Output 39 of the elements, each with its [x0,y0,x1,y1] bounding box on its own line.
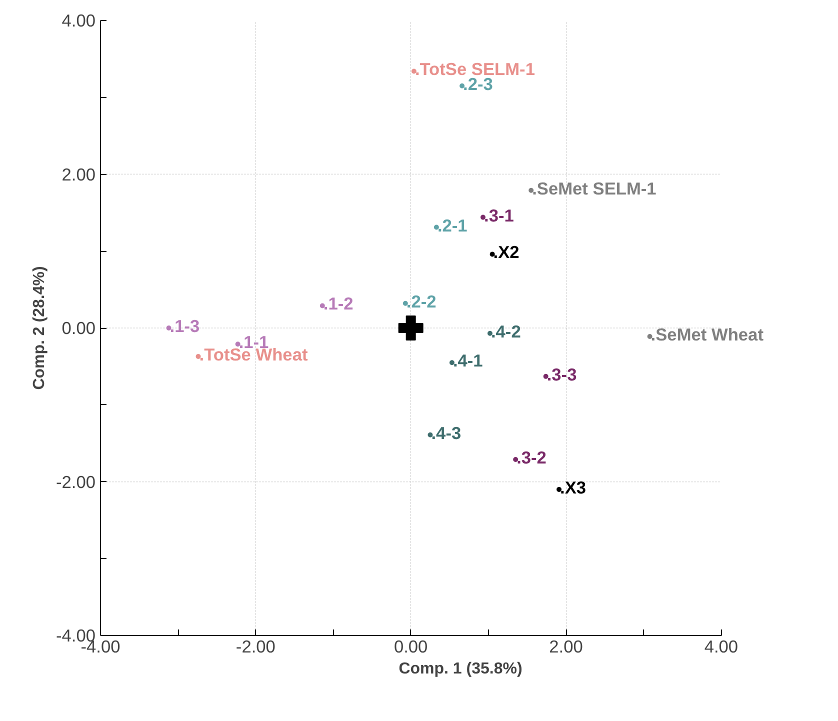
x-tick-label: -2.00 [236,636,276,656]
point [490,252,495,257]
data-label: .3-3 [546,364,578,384]
point [196,354,201,359]
x-tick-label: 4.00 [704,636,738,656]
point [487,330,492,336]
data-label: .1-2 [323,294,354,314]
x-tick-label: 0.00 [394,636,428,656]
x-tick-label: 2.00 [549,636,583,656]
data-label: .X2 [493,242,520,262]
point [480,214,486,220]
y-tick-label: -2.00 [56,472,96,492]
point [449,360,454,366]
y-tick-label: 2.00 [62,164,96,184]
data-label: .3-2 [516,447,546,468]
data-label: .4-2 [490,321,521,342]
point [235,342,240,347]
data-label: .2-2 [406,291,436,312]
y-axis-title: Comp. 2 (28.4%) [31,266,48,390]
data-label: .2-1 [437,215,468,236]
point [402,300,408,306]
data-label: .4-3 [431,422,462,443]
point [411,68,416,74]
y-tick-label: 0.00 [62,318,96,338]
point [398,316,424,340]
data-label: .3-1 [484,205,514,226]
data-label: .4-1 [452,350,484,371]
data-label: .SeMet Wheat [650,324,764,344]
point [543,374,548,379]
data-label: .X3 [560,477,586,498]
point [428,432,433,438]
x-axis-title: Comp. 1 (35.8%) [398,660,522,678]
data-label: .1-3 [170,316,200,336]
point [434,224,439,230]
data-label: .SeMet SELM-1 [532,178,657,198]
point [320,303,325,308]
y-tick-label: 4.00 [62,10,96,30]
point [166,326,172,330]
point [647,334,652,339]
